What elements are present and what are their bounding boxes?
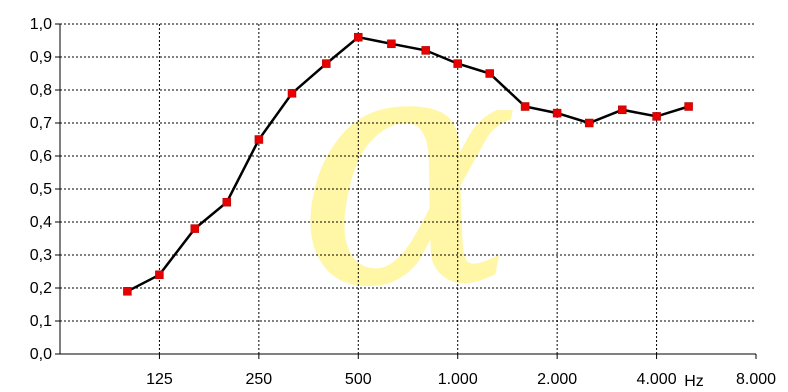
data-point bbox=[618, 105, 627, 115]
data-point bbox=[123, 287, 132, 296]
data-point bbox=[584, 118, 594, 128]
data-point bbox=[287, 89, 297, 98]
data-point bbox=[222, 197, 232, 207]
x-unit-label: Hz bbox=[684, 373, 704, 390]
x-tick-label: 1.000 bbox=[438, 371, 478, 388]
x-tick-label: 125 bbox=[146, 371, 173, 388]
y-tick-label: 0,0 bbox=[30, 346, 52, 363]
data-point bbox=[552, 108, 562, 118]
y-tick-label: 0,1 bbox=[30, 313, 52, 330]
y-tick-label: 0,7 bbox=[30, 115, 52, 132]
data-point bbox=[354, 32, 363, 42]
x-tick-label: 2.000 bbox=[537, 371, 577, 388]
data-point bbox=[387, 39, 396, 49]
alpha-glyph: α bbox=[297, 0, 520, 360]
y-tick-label: 0,4 bbox=[30, 214, 52, 231]
data-point bbox=[453, 59, 462, 68]
x-tick-labels: 125 250 500 1.000 2.000 4.000 8.000 bbox=[146, 354, 776, 388]
y-tick-label: 0,2 bbox=[30, 280, 52, 297]
y-tick-label: 1,0 bbox=[30, 16, 52, 33]
y-tick-label: 0,8 bbox=[30, 82, 52, 99]
x-tick-label: 500 bbox=[345, 371, 372, 388]
alpha-watermark-icon: α bbox=[297, 0, 520, 360]
y-tick-label: 0,3 bbox=[30, 247, 52, 264]
data-point bbox=[254, 135, 264, 144]
series-absorption bbox=[123, 32, 693, 296]
data-point bbox=[485, 69, 494, 78]
y-tick-label: 0,5 bbox=[30, 181, 52, 198]
data-point bbox=[190, 224, 200, 233]
data-point bbox=[684, 102, 693, 111]
x-tick-label: 250 bbox=[246, 371, 273, 388]
y-tick-labels: 0,0 0,1 0,2 0,3 0,4 0,5 0,6 0,7 0,8 0,9 1,0 bbox=[30, 16, 60, 363]
data-point bbox=[652, 112, 661, 121]
series-line bbox=[126, 35, 689, 293]
x-tick-label: 8.000 bbox=[736, 371, 776, 388]
data-point bbox=[421, 46, 430, 55]
x-tick-label: 4.000 bbox=[637, 371, 677, 388]
data-point bbox=[155, 270, 164, 280]
vertical-gridlines bbox=[158, 24, 658, 354]
y-tick-label: 0,6 bbox=[30, 148, 52, 165]
y-tick-label: 0,9 bbox=[30, 49, 52, 66]
data-point bbox=[322, 59, 331, 68]
data-point bbox=[520, 102, 530, 111]
